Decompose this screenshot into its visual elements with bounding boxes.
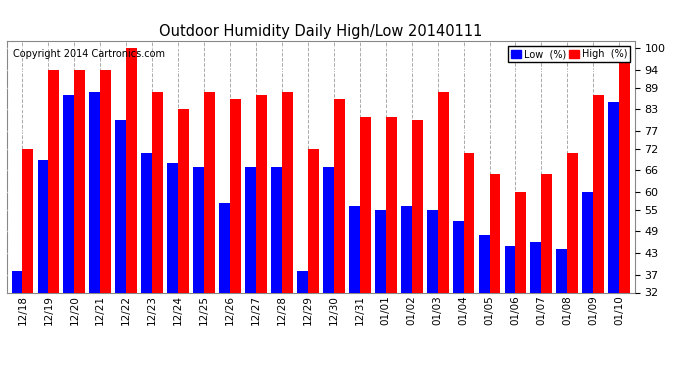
- Bar: [479, 235, 489, 292]
- Bar: [386, 117, 397, 292]
- Bar: [297, 271, 308, 292]
- Bar: [323, 167, 334, 292]
- Bar: [619, 48, 630, 292]
- Bar: [567, 153, 578, 292]
- Bar: [245, 167, 256, 292]
- Bar: [334, 99, 345, 292]
- Bar: [23, 149, 33, 292]
- Bar: [256, 95, 267, 292]
- Bar: [349, 206, 359, 292]
- Bar: [437, 92, 448, 292]
- Bar: [152, 92, 163, 292]
- Bar: [63, 95, 75, 292]
- Bar: [308, 149, 319, 292]
- Bar: [271, 167, 282, 292]
- Legend: Low  (%), High  (%): Low (%), High (%): [508, 46, 630, 62]
- Text: Copyright 2014 Cartronics.com: Copyright 2014 Cartronics.com: [13, 49, 165, 59]
- Bar: [426, 210, 437, 292]
- Bar: [141, 153, 152, 292]
- Bar: [204, 92, 215, 292]
- Bar: [90, 92, 100, 292]
- Bar: [12, 271, 23, 292]
- Bar: [167, 163, 178, 292]
- Bar: [115, 120, 126, 292]
- Bar: [100, 70, 111, 292]
- Bar: [282, 92, 293, 292]
- Bar: [178, 110, 189, 292]
- Bar: [531, 242, 542, 292]
- Bar: [582, 192, 593, 292]
- Bar: [556, 249, 567, 292]
- Bar: [37, 160, 48, 292]
- Bar: [401, 206, 412, 292]
- Bar: [219, 203, 230, 292]
- Bar: [193, 167, 204, 292]
- Title: Outdoor Humidity Daily High/Low 20140111: Outdoor Humidity Daily High/Low 20140111: [159, 24, 482, 39]
- Bar: [504, 246, 515, 292]
- Bar: [126, 48, 137, 292]
- Bar: [515, 192, 526, 292]
- Bar: [593, 95, 604, 292]
- Bar: [489, 174, 500, 292]
- Bar: [464, 153, 475, 292]
- Bar: [359, 117, 371, 292]
- Bar: [542, 174, 552, 292]
- Bar: [230, 99, 241, 292]
- Bar: [75, 70, 86, 292]
- Bar: [609, 102, 619, 292]
- Bar: [375, 210, 386, 292]
- Bar: [412, 120, 422, 292]
- Bar: [453, 221, 464, 292]
- Bar: [48, 70, 59, 292]
